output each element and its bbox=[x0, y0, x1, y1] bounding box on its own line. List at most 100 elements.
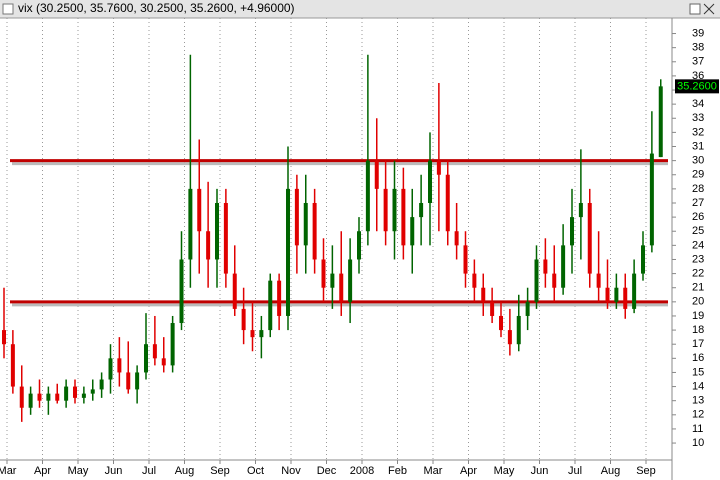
y-tick-label: 21 bbox=[692, 282, 704, 294]
body bbox=[152, 344, 157, 359]
body bbox=[126, 372, 131, 390]
y-tick-label: 11 bbox=[692, 423, 703, 435]
y-tick-label: 39 bbox=[692, 27, 704, 39]
x-tick-label: Apr bbox=[34, 465, 51, 477]
y-tick-label: 13 bbox=[692, 395, 704, 407]
body bbox=[286, 188, 290, 316]
x-tick-label: Mar bbox=[0, 465, 17, 477]
body bbox=[445, 174, 450, 232]
y-tick-label: 10 bbox=[692, 437, 704, 449]
body bbox=[215, 202, 219, 260]
body bbox=[339, 273, 344, 302]
x-tick-label: Sep bbox=[636, 465, 656, 477]
x-tick-label: Feb bbox=[388, 465, 407, 477]
body bbox=[170, 323, 175, 366]
body bbox=[410, 217, 415, 246]
y-tick-label: 22 bbox=[692, 268, 704, 280]
body bbox=[64, 386, 69, 401]
x-tick-label: Aug bbox=[601, 465, 621, 477]
body bbox=[28, 393, 33, 408]
body bbox=[543, 259, 548, 274]
last-value-label: 35.2600 bbox=[677, 80, 717, 92]
y-tick-label: 34 bbox=[692, 98, 704, 110]
body bbox=[649, 153, 654, 246]
x-tick-label: Dec bbox=[317, 465, 337, 477]
body bbox=[99, 379, 104, 390]
body bbox=[312, 202, 317, 260]
body bbox=[330, 273, 335, 288]
body bbox=[135, 372, 140, 390]
body bbox=[374, 160, 379, 189]
x-tick-label: May bbox=[68, 465, 89, 477]
body bbox=[436, 160, 441, 175]
body bbox=[658, 86, 663, 158]
body bbox=[499, 315, 503, 331]
body bbox=[144, 344, 148, 373]
body bbox=[561, 245, 566, 288]
y-tick-label: 12 bbox=[692, 409, 704, 421]
x-tick-label: Jun bbox=[105, 465, 123, 477]
y-tick-label: 28 bbox=[692, 183, 704, 195]
y-tick-label: 37 bbox=[692, 56, 704, 68]
x-tick-label: May bbox=[494, 465, 515, 477]
body bbox=[570, 217, 574, 246]
body bbox=[46, 393, 51, 401]
body bbox=[294, 188, 299, 246]
maximize-button[interactable] bbox=[689, 3, 701, 15]
body bbox=[419, 202, 424, 218]
y-tick-label: 38 bbox=[692, 42, 704, 54]
x-tick-label: 2008 bbox=[350, 465, 374, 477]
chart-title: vix (30.2500, 35.7600, 30.2500, 35.2600,… bbox=[18, 1, 295, 15]
body bbox=[197, 188, 202, 232]
y-tick-label: 17 bbox=[692, 338, 704, 350]
y-tick-label: 14 bbox=[692, 380, 704, 392]
body bbox=[268, 280, 273, 331]
body bbox=[55, 393, 60, 401]
body bbox=[241, 308, 246, 331]
body bbox=[277, 280, 282, 316]
last-value-box bbox=[675, 79, 719, 94]
y-tick-label: 32 bbox=[692, 126, 704, 138]
y-tick-label: 36 bbox=[692, 70, 704, 82]
body bbox=[596, 273, 601, 288]
window-icon[interactable] bbox=[2, 3, 14, 15]
body bbox=[472, 273, 477, 288]
title-bar bbox=[0, 0, 720, 18]
x-tick-label: Apr bbox=[460, 465, 477, 477]
body bbox=[161, 358, 166, 366]
body bbox=[383, 188, 388, 232]
body bbox=[348, 259, 353, 302]
y-tick-label: 19 bbox=[692, 310, 704, 322]
body bbox=[587, 202, 592, 274]
y-tick-label: 24 bbox=[692, 239, 704, 251]
body bbox=[179, 259, 184, 324]
y-tick-label: 26 bbox=[692, 211, 704, 223]
body bbox=[81, 393, 86, 398]
x-tick-label: Sep bbox=[210, 465, 230, 477]
y-tick-label: 15 bbox=[692, 366, 704, 378]
body bbox=[516, 315, 521, 345]
y-tick-label: 23 bbox=[692, 253, 704, 265]
body bbox=[259, 330, 264, 338]
y-tick-label: 25 bbox=[692, 225, 704, 237]
x-tick-label: Jul bbox=[142, 465, 156, 477]
body bbox=[303, 202, 308, 246]
body bbox=[578, 202, 583, 218]
body bbox=[90, 389, 95, 394]
body bbox=[19, 386, 24, 408]
body bbox=[117, 358, 122, 373]
close-button[interactable] bbox=[703, 3, 715, 15]
body bbox=[223, 202, 228, 274]
body bbox=[490, 301, 495, 316]
body bbox=[454, 231, 459, 246]
body bbox=[463, 245, 468, 274]
x-tick-label: Mar bbox=[424, 465, 443, 477]
x-tick-label: Jun bbox=[531, 465, 549, 477]
y-tick-label: 31 bbox=[692, 140, 704, 152]
body bbox=[37, 393, 42, 401]
body bbox=[623, 287, 628, 309]
body bbox=[605, 287, 610, 302]
body bbox=[10, 344, 15, 387]
y-tick-label: 33 bbox=[692, 112, 704, 124]
body bbox=[250, 330, 255, 338]
